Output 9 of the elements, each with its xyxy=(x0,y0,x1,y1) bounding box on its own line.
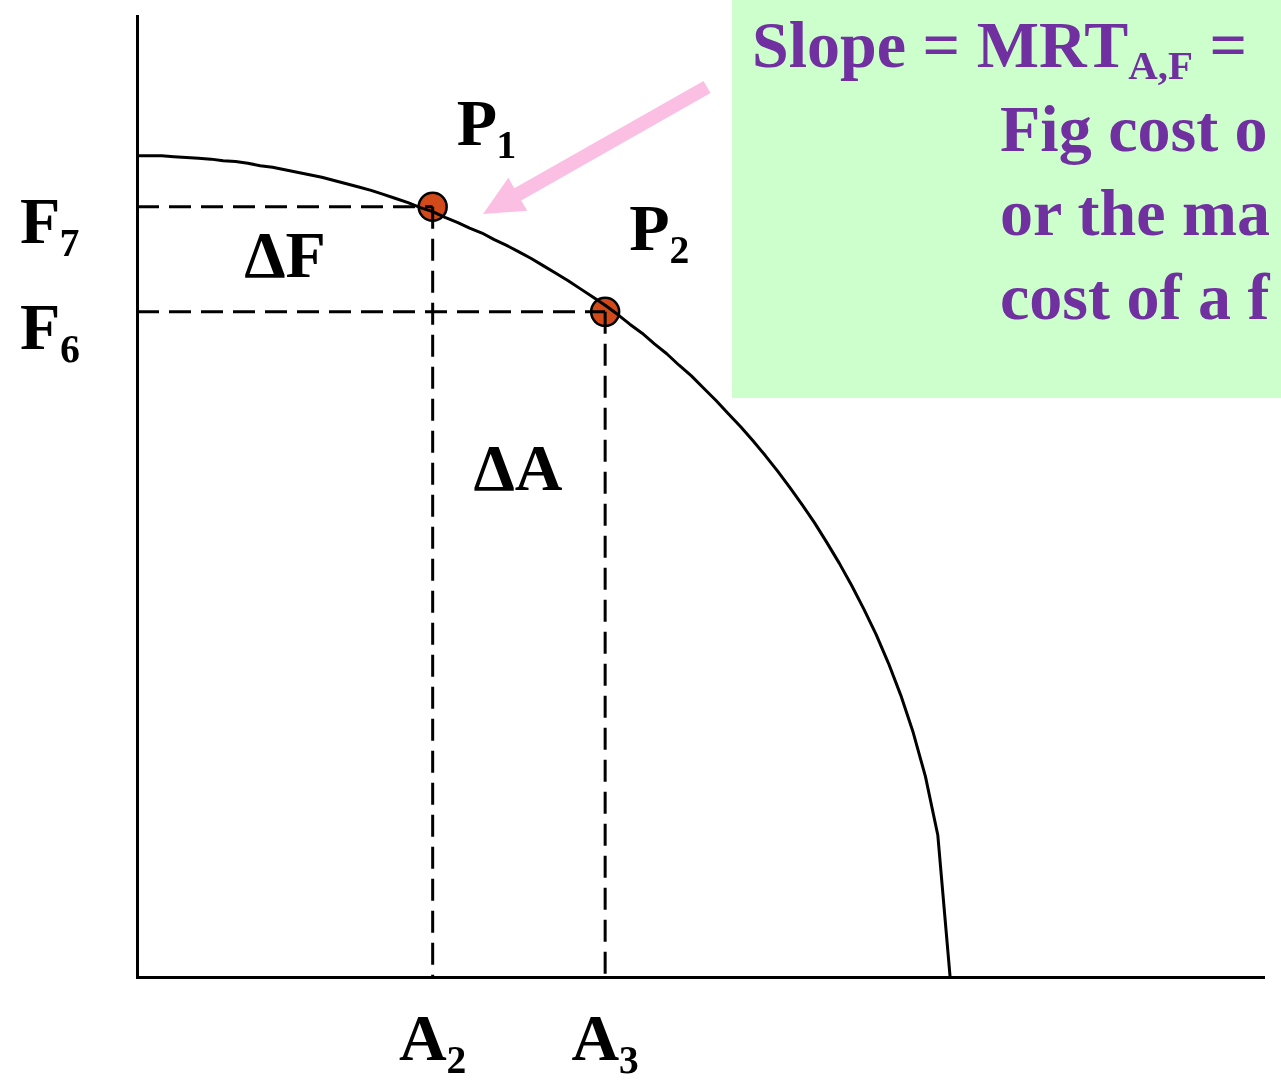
x-tick-label: A₃ xyxy=(571,1001,639,1075)
annotation: ΔF xyxy=(244,218,326,291)
text: F₇ xyxy=(19,184,80,257)
annotation: P₂ xyxy=(629,190,690,264)
annotation: ΔA xyxy=(473,431,563,504)
x-tick-label: A₂ xyxy=(398,1001,467,1075)
annotation: P₁ xyxy=(456,85,517,159)
annotation: Slope = MRT$_{A,F}$ = Fig cost o or the ma cost of a f xyxy=(752,8,1271,333)
text: F₆ xyxy=(19,290,80,363)
